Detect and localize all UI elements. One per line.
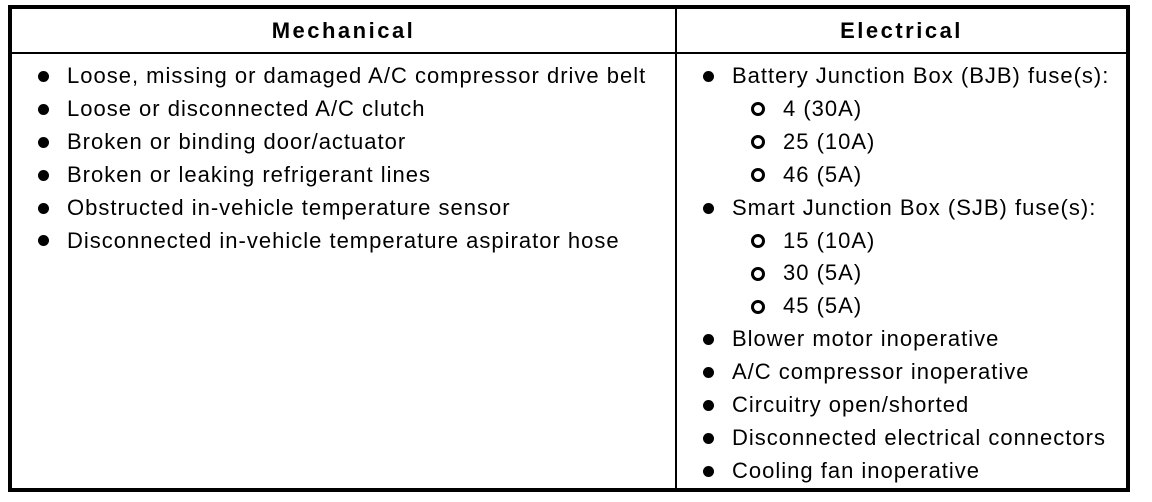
mechanical-list: Loose, missing or damaged A/C compressor…	[12, 54, 675, 488]
electrical-column: Electrical Battery Junction Box (BJB) fu…	[677, 9, 1126, 488]
electrical-list: Battery Junction Box (BJB) fuse(s): 4 (3…	[677, 54, 1126, 488]
sub-list-item: 15 (10A)	[677, 225, 1124, 258]
list-item-text: Smart Junction Box (SJB) fuse(s):	[732, 194, 1097, 220]
list-item-text: 45 (5A)	[783, 293, 863, 319]
list-item: Broken or binding door/actuator	[12, 126, 673, 159]
circle-bullet-icon	[751, 299, 765, 314]
bullet-icon	[703, 70, 714, 82]
list-item-text: Blower motor inoperative	[732, 326, 1000, 352]
list-item-text: 15 (10A)	[783, 227, 876, 253]
list-item: Circuitry open/shorted	[677, 389, 1124, 422]
list-item: Broken or leaking refrigerant lines	[12, 159, 673, 192]
list-item: Smart Junction Box (SJB) fuse(s):	[677, 192, 1124, 225]
circle-bullet-icon	[751, 168, 765, 183]
bullet-icon	[703, 202, 714, 214]
diagnostic-causes-table: Mechanical Loose, missing or damaged A/C…	[8, 5, 1130, 492]
bullet-icon	[38, 169, 49, 181]
circle-bullet-icon	[751, 135, 765, 150]
list-item-text: Circuitry open/shorted	[732, 392, 970, 418]
bullet-icon	[38, 70, 49, 82]
bullet-icon	[38, 202, 49, 214]
mechanical-column-header: Mechanical	[12, 9, 675, 54]
circle-bullet-icon	[751, 102, 765, 117]
list-item-text: 46 (5A)	[783, 161, 863, 187]
sub-list-item: 25 (10A)	[677, 126, 1124, 159]
bullet-icon	[38, 103, 49, 115]
list-item-text: 30 (5A)	[783, 260, 863, 286]
list-item-text: Disconnected in-vehicle temperature aspi…	[67, 227, 620, 253]
circle-bullet-icon	[751, 266, 765, 281]
sub-list-item: 46 (5A)	[677, 159, 1124, 192]
bullet-icon	[703, 334, 714, 346]
list-item: A/C compressor inoperative	[677, 356, 1124, 389]
mechanical-column: Mechanical Loose, missing or damaged A/C…	[12, 9, 677, 488]
bullet-icon	[38, 136, 49, 148]
list-item: Battery Junction Box (BJB) fuse(s):	[677, 60, 1124, 93]
list-item-text: 25 (10A)	[783, 128, 876, 154]
list-item-text: Broken or leaking refrigerant lines	[67, 161, 431, 187]
list-item-text: Obstructed in-vehicle temperature sensor	[67, 194, 511, 220]
electrical-column-header: Electrical	[677, 9, 1126, 54]
sub-list-item: 4 (30A)	[677, 93, 1124, 126]
bullet-icon	[703, 367, 714, 379]
list-item: Loose, missing or damaged A/C compressor…	[12, 60, 673, 93]
list-item-text: Loose or disconnected A/C clutch	[67, 95, 426, 121]
list-item: Loose or disconnected A/C clutch	[12, 93, 673, 126]
list-item-text: Cooling fan inoperative	[732, 457, 981, 483]
sub-list-item: 45 (5A)	[677, 290, 1124, 323]
circle-bullet-icon	[751, 233, 765, 248]
bullet-icon	[703, 465, 714, 477]
list-item: Cooling fan inoperative	[677, 455, 1124, 488]
list-item-text: Battery Junction Box (BJB) fuse(s):	[732, 63, 1110, 88]
list-item-text: Loose, missing or damaged A/C compressor…	[67, 63, 647, 88]
list-item: Disconnected electrical connectors	[677, 422, 1124, 455]
bullet-icon	[703, 400, 714, 412]
list-item-text: Broken or binding door/actuator	[67, 128, 407, 154]
list-item-text: 4 (30A)	[783, 95, 863, 121]
bullet-icon	[703, 432, 714, 444]
list-item: Disconnected in-vehicle temperature aspi…	[12, 225, 673, 258]
list-item-text: A/C compressor inoperative	[732, 359, 1030, 385]
list-item: Blower motor inoperative	[677, 323, 1124, 356]
bullet-icon	[38, 235, 49, 247]
list-item: Obstructed in-vehicle temperature sensor	[12, 192, 673, 225]
list-item-text: Disconnected electrical connectors	[732, 424, 1106, 450]
sub-list-item: 30 (5A)	[677, 257, 1124, 290]
